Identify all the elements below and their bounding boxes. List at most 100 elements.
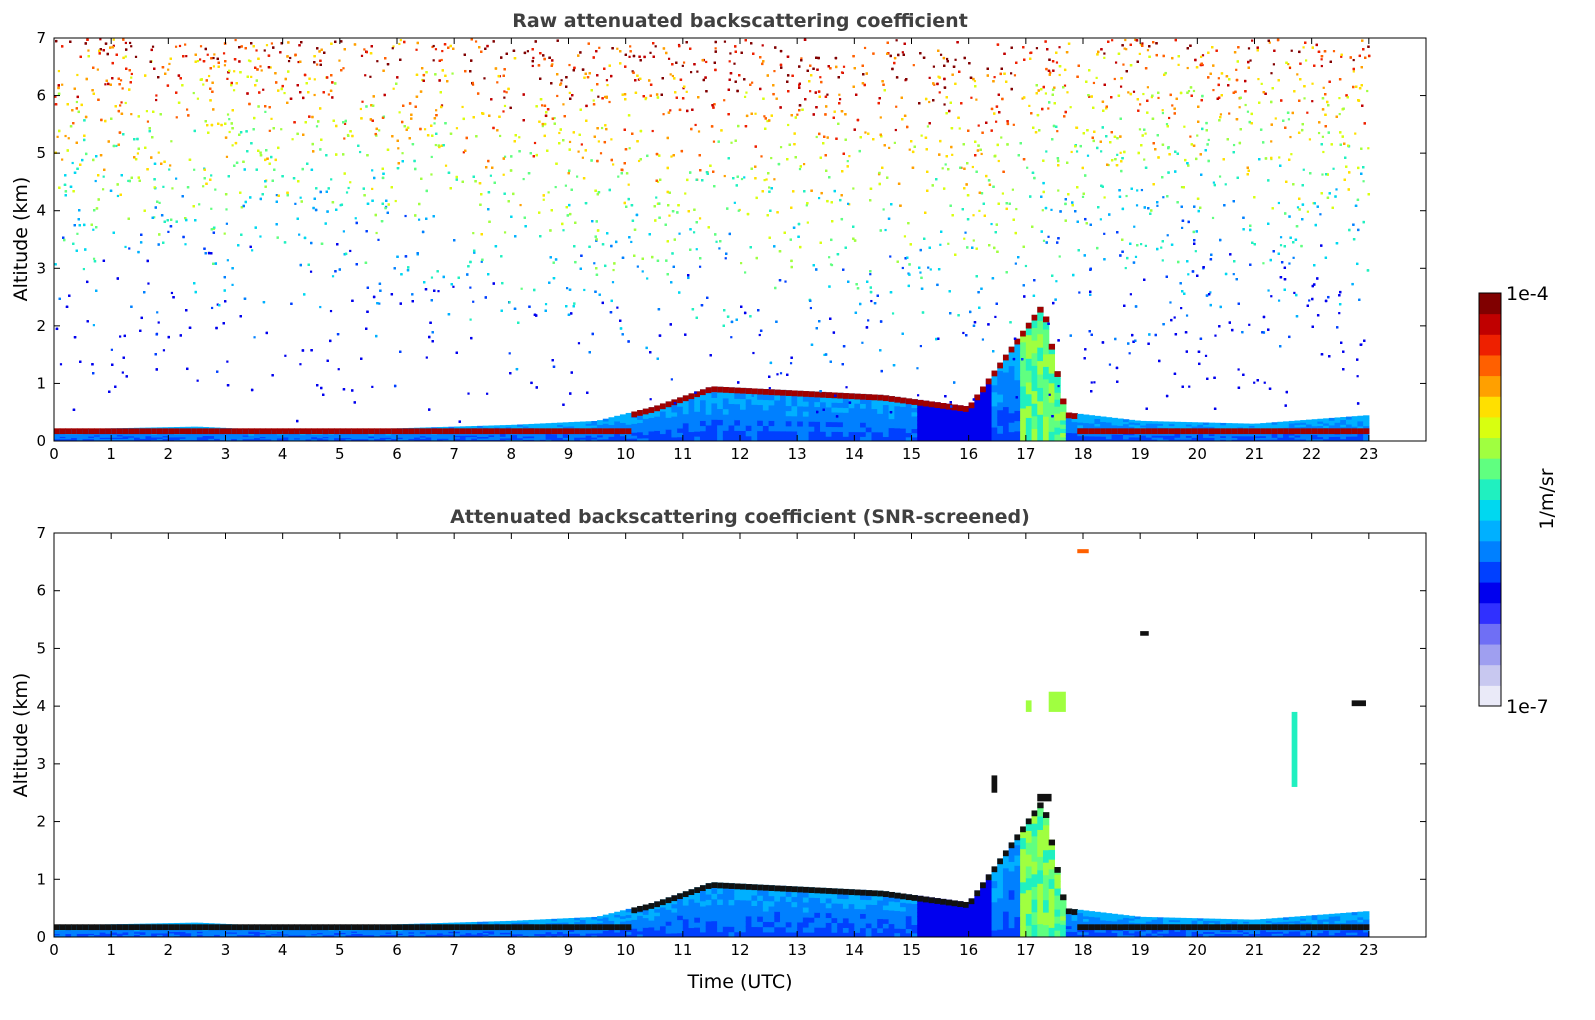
heatmap-cell	[928, 417, 935, 422]
heatmap-cell	[1048, 353, 1056, 364]
heatmap-cell	[1094, 435, 1101, 440]
heatmap-cell	[837, 416, 844, 423]
heatmap-cell	[385, 436, 392, 438]
heatmap-cell	[1163, 423, 1170, 426]
heatmap-cell	[202, 439, 209, 441]
heatmap-cell	[877, 431, 884, 437]
heatmap-cell	[374, 439, 381, 441]
heatmap-cell	[962, 434, 970, 439]
noise-pixel	[627, 183, 630, 186]
heatmap-cell	[602, 425, 610, 429]
heatmap-cell	[780, 395, 787, 401]
heatmap-cell	[865, 431, 873, 437]
heatmap-cell	[259, 438, 267, 441]
heatmap-cell	[682, 436, 690, 441]
heatmap-cell	[1248, 428, 1256, 435]
heatmap-cell	[579, 423, 587, 427]
heatmap-cell	[1020, 363, 1027, 376]
heatmap-cell	[99, 437, 107, 440]
heatmap-cell	[76, 433, 84, 436]
heatmap-cell	[82, 437, 89, 440]
heatmap-cell	[591, 438, 598, 441]
heatmap-cell	[1128, 424, 1136, 427]
heatmap-cell	[494, 428, 501, 435]
noise-pixel	[1139, 103, 1142, 106]
heatmap-cell	[991, 419, 998, 428]
heatmap-cell	[791, 425, 798, 432]
heatmap-cell	[974, 413, 981, 419]
noise-pixel	[1247, 47, 1251, 50]
heatmap-cell	[534, 428, 541, 435]
heatmap-cell	[762, 420, 770, 427]
heatmap-cell	[808, 406, 815, 412]
heatmap-cell	[368, 437, 375, 440]
noise-pixel	[82, 267, 85, 271]
heatmap-cell	[614, 415, 621, 419]
heatmap-cell	[545, 426, 552, 430]
heatmap-cell	[1060, 398, 1067, 405]
noise-pixel	[157, 151, 160, 154]
heatmap-cell	[76, 437, 84, 440]
heatmap-cell	[1265, 437, 1273, 440]
heatmap-cell	[562, 422, 570, 425]
heatmap-cell	[722, 397, 730, 404]
heatmap-cell	[288, 436, 295, 439]
heatmap-cell	[842, 417, 850, 423]
heatmap-cell	[128, 433, 135, 436]
heatmap-cell	[1334, 417, 1341, 421]
heatmap-cell	[968, 417, 975, 423]
heatmap-cell	[185, 435, 192, 438]
heatmap-cell	[699, 409, 707, 416]
heatmap-cell	[385, 428, 392, 435]
heatmap-cell	[448, 439, 455, 441]
heatmap-cell	[179, 435, 187, 438]
noise-pixel	[451, 72, 454, 75]
heatmap-cell	[116, 438, 124, 441]
heatmap-cell	[168, 436, 175, 439]
heatmap-cell	[1345, 436, 1353, 440]
heatmap-cell	[82, 428, 89, 435]
noise-pixel	[337, 368, 340, 371]
heatmap-cell	[1014, 410, 1021, 422]
noise-pixel	[115, 144, 118, 148]
heatmap-cell	[1220, 424, 1227, 428]
heatmap-cell	[831, 411, 838, 418]
noise-pixel	[912, 64, 915, 67]
heatmap-cell	[488, 437, 495, 441]
heatmap-cell	[997, 433, 1004, 441]
heatmap-cell	[1002, 406, 1010, 416]
heatmap-cell	[431, 427, 438, 430]
heatmap-cell	[1265, 426, 1273, 429]
noise-pixel	[532, 56, 535, 60]
heatmap-cell	[625, 438, 632, 441]
heatmap-cell	[980, 408, 987, 415]
heatmap-cell	[448, 436, 455, 439]
heatmap-cell	[1088, 428, 1096, 435]
heatmap-cell	[780, 420, 787, 427]
noise-pixel	[737, 209, 740, 212]
noise-pixel	[112, 38, 115, 41]
heatmap-cell	[105, 439, 112, 441]
heatmap-cell	[882, 431, 890, 438]
heatmap-cell	[699, 420, 707, 427]
heatmap-cell	[477, 434, 484, 438]
heatmap-cell	[128, 434, 135, 437]
noise-pixel	[1340, 55, 1343, 58]
heatmap-cell	[1105, 428, 1113, 435]
heatmap-cell	[94, 428, 101, 435]
heatmap-cell	[522, 435, 530, 439]
heatmap-cell	[882, 436, 890, 441]
heatmap-cell	[797, 415, 804, 422]
heatmap-cell	[225, 435, 232, 438]
heatmap-cell	[905, 428, 913, 434]
heatmap-cell	[1311, 425, 1318, 429]
noise-pixel	[1116, 153, 1119, 156]
heatmap-cell	[734, 414, 741, 421]
heatmap-cell	[1254, 439, 1261, 441]
noise-pixel	[101, 188, 105, 191]
heatmap-cell	[1140, 424, 1147, 428]
noise-pixel	[1288, 66, 1292, 70]
heatmap-cell	[345, 438, 352, 441]
heatmap-cell	[905, 436, 913, 441]
noise-pixel	[1150, 96, 1153, 99]
